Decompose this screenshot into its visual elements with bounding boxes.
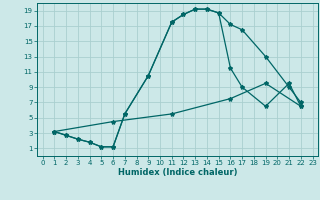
X-axis label: Humidex (Indice chaleur): Humidex (Indice chaleur) bbox=[118, 168, 237, 177]
